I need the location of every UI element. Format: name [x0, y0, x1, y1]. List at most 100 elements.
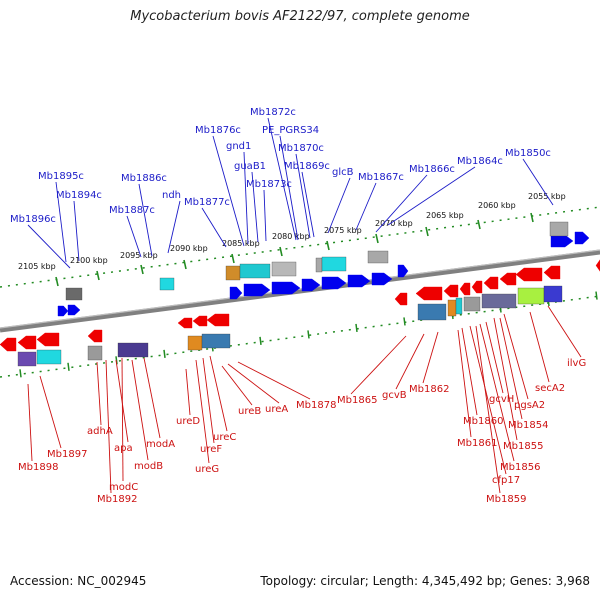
scale-tick-label: 2075 kbp	[324, 226, 362, 235]
reverse-gene	[206, 313, 230, 327]
gene-label-mb1866c: Mb1866c	[409, 164, 455, 175]
bottom-leader-line	[457, 329, 472, 438]
reverse-gene	[499, 272, 517, 286]
lower-scale-tick	[19, 369, 22, 378]
top-leader-line	[27, 224, 71, 269]
top-leader-line	[55, 181, 67, 263]
reverse-gene	[471, 280, 483, 294]
top-leader-line	[138, 183, 153, 257]
scale-tick-label: 2085 kbp	[222, 239, 260, 248]
feature-box	[201, 333, 231, 349]
gene-label-mb1859: Mb1859	[486, 494, 526, 505]
reverse-gene	[36, 332, 60, 347]
bottom-leader-line	[479, 323, 515, 462]
bottom-leader-line	[422, 331, 439, 384]
bottom-leader-line	[39, 375, 62, 449]
gene-label-glcb: glcB	[332, 167, 354, 178]
gene-label-mb1872c: Mb1872c	[250, 107, 296, 118]
feature-box	[187, 335, 203, 351]
bottom-leader-line	[395, 333, 425, 390]
scale-tick	[231, 253, 235, 264]
forward-gene	[301, 278, 321, 292]
reverse-gene	[177, 317, 193, 329]
gene-label-mb1855: Mb1855	[503, 441, 543, 452]
bottom-leader-line	[237, 361, 311, 400]
genome-title: Mycobacterium bovis AF2122/97, complete …	[130, 9, 470, 24]
top-leader-line	[212, 135, 245, 247]
feature-box	[417, 303, 447, 321]
label-leaders	[27, 117, 582, 494]
top-leader-line	[387, 166, 476, 226]
scale-tick-label: 2070 kbp	[375, 219, 413, 228]
gene-label-apa: apa	[114, 443, 133, 454]
lower-scale-tick	[163, 349, 166, 358]
scale-tick-label: 2095 kbp	[120, 251, 158, 260]
genome-summary: Topology: circular; Length: 4,345,492 bp…	[260, 574, 590, 588]
bottom-leader-line	[96, 361, 102, 426]
gene-label-mb1887c: Mb1887c	[109, 205, 155, 216]
forward-gene	[371, 272, 393, 286]
bottom-leader-line	[221, 365, 253, 406]
top-leader-line	[327, 177, 351, 234]
feature-box	[549, 221, 569, 237]
bottom-leader-line	[143, 357, 161, 439]
gene-label-mb1896c: Mb1896c	[10, 214, 56, 225]
feature-box	[117, 342, 149, 358]
gene-label-mb1865: Mb1865	[337, 395, 377, 406]
reverse-gene	[17, 335, 37, 350]
scale-tick-label: 2080 kbp	[272, 232, 310, 241]
gene-label-guab1: guaB1	[234, 161, 266, 172]
top-leader-line	[279, 135, 299, 241]
bottom-leader-line	[350, 335, 407, 395]
reverse-gene	[87, 329, 103, 343]
forward-gene	[243, 283, 271, 297]
forward-gene	[347, 274, 371, 288]
feature-box	[271, 261, 297, 277]
gene-label-ured: ureD	[176, 416, 200, 427]
gene-labels: Mb1896cMb1895cMb1894cMb1887cMb1886cndhMb…	[10, 107, 586, 505]
feature-box	[36, 349, 62, 365]
genome-backbone	[0, 249, 600, 333]
bottom-leader-line	[547, 305, 582, 358]
bottom-leader-line	[499, 317, 523, 420]
scale-tick	[183, 259, 187, 270]
forward-gene	[271, 281, 301, 295]
gene-label-seca2: secA2	[535, 383, 565, 394]
top-leader-line	[243, 151, 249, 245]
bottom-leader-line	[469, 325, 507, 475]
gene-label-mb1895c: Mb1895c	[38, 171, 84, 182]
bottom-leader-line	[195, 359, 210, 464]
bottom-leader-line	[105, 359, 112, 494]
gene-label-ureg: ureG	[195, 464, 219, 475]
feature-box	[65, 287, 83, 301]
gene-label-mb1897: Mb1897	[47, 449, 87, 460]
gene-label-mb1870c: Mb1870c	[278, 143, 324, 154]
top-leader-line	[73, 200, 80, 262]
gene-label-mb1886c: Mb1886c	[121, 173, 167, 184]
reverse-gene	[192, 315, 208, 327]
gene-label-gcvb: gcvB	[382, 390, 407, 401]
gene-label-mb1873c: Mb1873c	[246, 179, 292, 190]
lower-scale-tick	[403, 317, 406, 326]
gene-label-mb1864c: Mb1864c	[457, 156, 503, 167]
reverse-gene	[483, 276, 499, 290]
scale-tick-label: 2060 kbp	[478, 201, 516, 210]
gene-label-mb1856: Mb1856	[500, 462, 540, 473]
scale-tick	[375, 233, 379, 244]
feature-box	[315, 257, 323, 273]
scale-tick-label: 2065 kbp	[426, 211, 464, 220]
gene-label-gcvh: gcvH	[489, 394, 514, 405]
reverse-gene	[459, 282, 471, 296]
lower-scale-tick	[595, 291, 598, 300]
gene-label-mb1898: Mb1898	[18, 462, 58, 473]
gene-label-mb1876c: Mb1876c	[195, 125, 241, 136]
bottom-leader-line	[209, 355, 228, 432]
lower-scale-tick	[259, 336, 262, 345]
scale-tick-label: 2105 kbp	[18, 262, 56, 271]
bottom-leader-line	[461, 327, 478, 416]
top-leader-line	[267, 117, 297, 241]
feature-box	[87, 345, 103, 361]
forward-gene	[574, 231, 590, 245]
feature-box	[225, 265, 241, 281]
scale-tick	[55, 276, 59, 287]
